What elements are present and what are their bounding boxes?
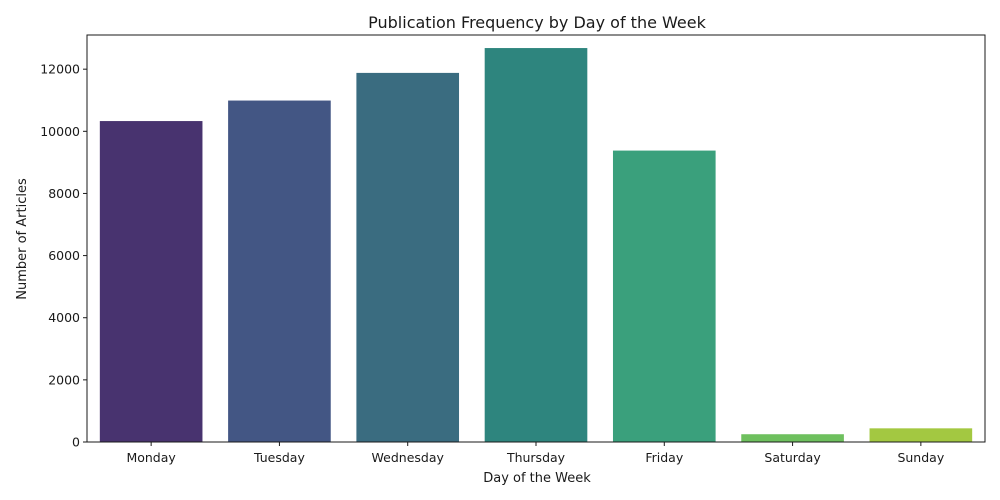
bar-sunday <box>869 428 973 442</box>
bar-friday <box>612 150 716 442</box>
bar-thursday <box>484 48 588 443</box>
y-tick-label: 8000 <box>48 186 80 201</box>
x-tick-label: Saturday <box>764 450 821 465</box>
x-axis-label: Day of the Week <box>483 471 591 486</box>
y-tick-label: 0 <box>72 435 80 450</box>
y-tick-label: 12000 <box>40 62 80 77</box>
y-axis: 0 2000 4000 6000 8000 10000 12000 <box>40 62 87 450</box>
y-tick-label: 2000 <box>48 372 80 387</box>
bar-tuesday <box>228 100 331 443</box>
y-tick-label: 4000 <box>48 310 80 325</box>
y-tick-label: 6000 <box>48 248 80 263</box>
bar-saturday <box>741 434 844 442</box>
y-tick-label: 10000 <box>40 124 80 139</box>
x-axis: Monday Tuesday Wednesday Thursday Friday Satu… <box>126 442 945 465</box>
x-tick-label: Sunday <box>897 450 944 465</box>
x-tick-label: Thursday <box>506 450 566 465</box>
y-axis-label: Number of Articles <box>15 178 30 300</box>
x-tick-label: Monday <box>126 450 176 465</box>
bar-wednesday <box>356 72 460 443</box>
chart-title: Publication Frequency by Day of the Week <box>368 13 706 32</box>
x-tick-label: Tuesday <box>253 450 305 465</box>
x-tick-label: Friday <box>645 450 683 465</box>
bars-group <box>99 48 973 443</box>
x-tick-label: Wednesday <box>372 450 445 465</box>
bar-monday <box>99 121 203 442</box>
plot-frame <box>86 34 986 443</box>
